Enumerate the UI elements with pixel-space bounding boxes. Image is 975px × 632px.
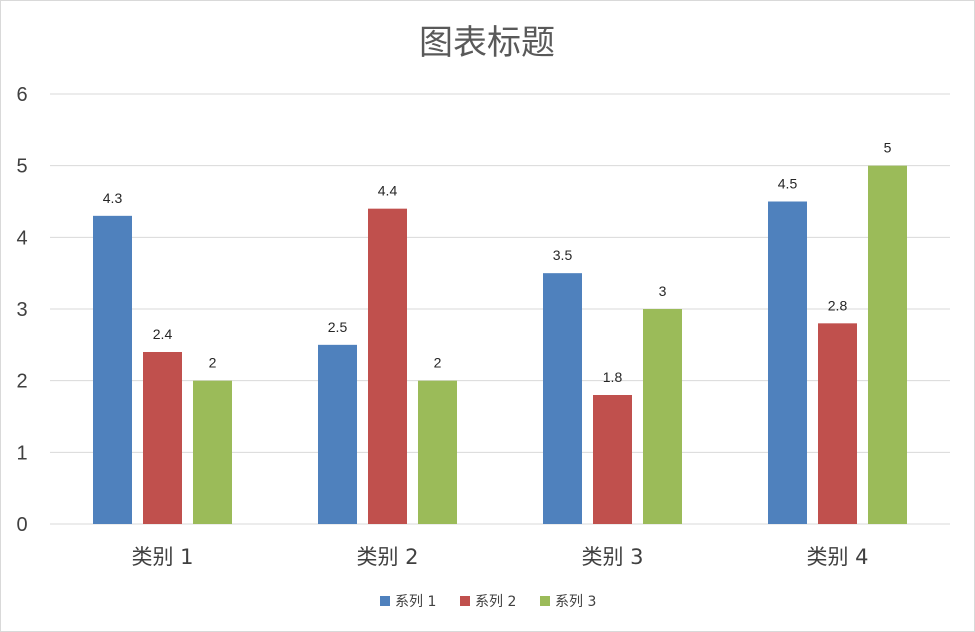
- y-tick-label: 3: [16, 299, 27, 321]
- data-label: 2: [434, 355, 442, 371]
- bar-1-4: [768, 201, 807, 524]
- legend-label: 系列 2: [475, 594, 516, 610]
- legend-swatch: [540, 596, 550, 606]
- y-tick-label: 6: [16, 84, 27, 106]
- legend-swatch: [380, 596, 390, 606]
- data-label: 4.5: [778, 176, 798, 192]
- bar-1-3: [543, 273, 582, 524]
- bar-2-4: [818, 323, 857, 524]
- legend-swatch: [460, 596, 470, 606]
- data-label: 4.3: [103, 190, 123, 206]
- gridlines: [50, 93, 950, 525]
- bar-3-2: [418, 380, 457, 524]
- y-tick-label: 2: [16, 371, 27, 393]
- bar-3-3: [643, 309, 682, 524]
- data-label: 5: [884, 140, 892, 156]
- y-tick-label: 5: [16, 156, 27, 178]
- bar-2-2: [368, 208, 407, 524]
- x-tick-label: 类别 4: [806, 545, 868, 569]
- data-labels: 4.3 2.4 2 2.5 4.4 2 3.5 1.8 3 4.5 2.8 5: [103, 140, 892, 385]
- bar-2-3: [593, 395, 632, 524]
- bar-1-2: [318, 344, 357, 524]
- bar-1-1: [93, 215, 132, 525]
- data-label: 3.5: [553, 247, 573, 263]
- y-axis-ticks: 0 1 2 3 4 5 6: [16, 84, 27, 536]
- data-label: 2: [209, 355, 217, 371]
- y-tick-label: 1: [16, 442, 27, 464]
- data-label: 4.4: [378, 183, 398, 199]
- legend: 系列 1 系列 2 系列 3: [380, 594, 596, 610]
- x-axis-ticks: 类别 1 类别 2 类别 3 类别 4: [131, 545, 868, 569]
- x-tick-label: 类别 2: [356, 545, 418, 569]
- legend-label: 系列 3: [555, 594, 596, 610]
- data-label: 2.5: [328, 319, 348, 335]
- bar-3-4: [868, 165, 907, 524]
- bar-2-1: [143, 352, 182, 524]
- data-label: 2.4: [153, 326, 173, 342]
- data-label: 1.8: [603, 369, 623, 385]
- data-label: 3: [659, 283, 667, 299]
- x-tick-label: 类别 1: [131, 545, 193, 569]
- chart-title: 图表标题: [419, 23, 555, 63]
- y-tick-label: 4: [16, 227, 27, 249]
- y-tick-label: 0: [16, 514, 27, 536]
- data-label: 2.8: [828, 297, 848, 313]
- bars: [93, 165, 907, 525]
- bar-3-1: [193, 380, 232, 524]
- x-tick-label: 类别 3: [581, 545, 643, 569]
- legend-label: 系列 1: [395, 594, 436, 610]
